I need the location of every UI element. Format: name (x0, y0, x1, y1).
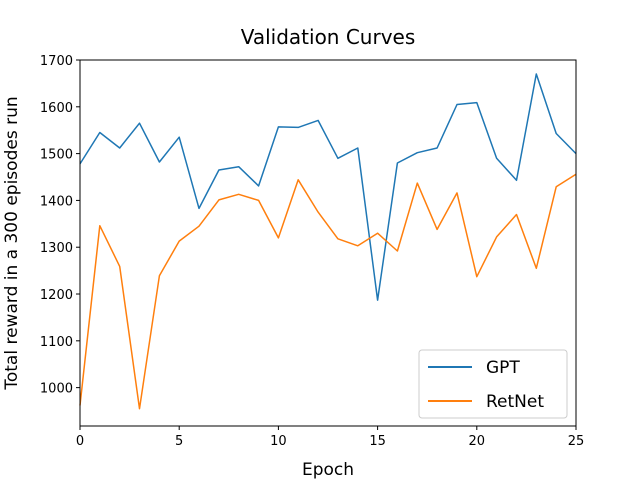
plot-frame (79, 59, 577, 427)
y-tick-label: 1500 (40, 148, 73, 163)
y-axis: 1000 1100 1200 1300 1400 1500 1600 1700 (40, 54, 80, 397)
x-tick-label: 0 (76, 434, 84, 449)
y-tick-label: 1200 (40, 288, 73, 303)
y-tick-label: 1700 (40, 54, 73, 69)
x-axis: 0 5 10 15 20 25 (76, 426, 584, 449)
legend-label-retnet: RetNet (486, 392, 544, 412)
plot-lines (79, 73, 577, 410)
y-tick-label: 1100 (40, 335, 73, 350)
x-axis-title: Epoch (302, 460, 354, 480)
legend-label-gpt: GPT (486, 358, 520, 378)
x-tick-label: 10 (270, 434, 287, 449)
y-tick-label: 1400 (40, 194, 73, 209)
x-tick-label: 15 (369, 434, 386, 449)
x-tick-label: 20 (469, 434, 486, 449)
y-axis-title: Total reward in a 300 episodes run (2, 96, 22, 390)
y-tick-label: 1600 (40, 101, 73, 116)
series-line-retnet (79, 173, 577, 410)
legend: GPT RetNet (418, 349, 568, 419)
chart-title: Validation Curves (241, 25, 416, 49)
y-tick-label: 1000 (40, 382, 73, 397)
x-tick-label: 5 (175, 434, 183, 449)
x-tick-label: 25 (568, 434, 585, 449)
y-tick-label: 1300 (40, 241, 73, 256)
series-line-gpt (79, 73, 577, 301)
